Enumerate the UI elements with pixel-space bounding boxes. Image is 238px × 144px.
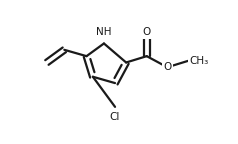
Text: O: O [163, 62, 171, 72]
Text: NH: NH [96, 27, 112, 37]
Text: CH₃: CH₃ [189, 56, 209, 66]
Text: Cl: Cl [110, 112, 120, 122]
Text: O: O [143, 27, 151, 37]
